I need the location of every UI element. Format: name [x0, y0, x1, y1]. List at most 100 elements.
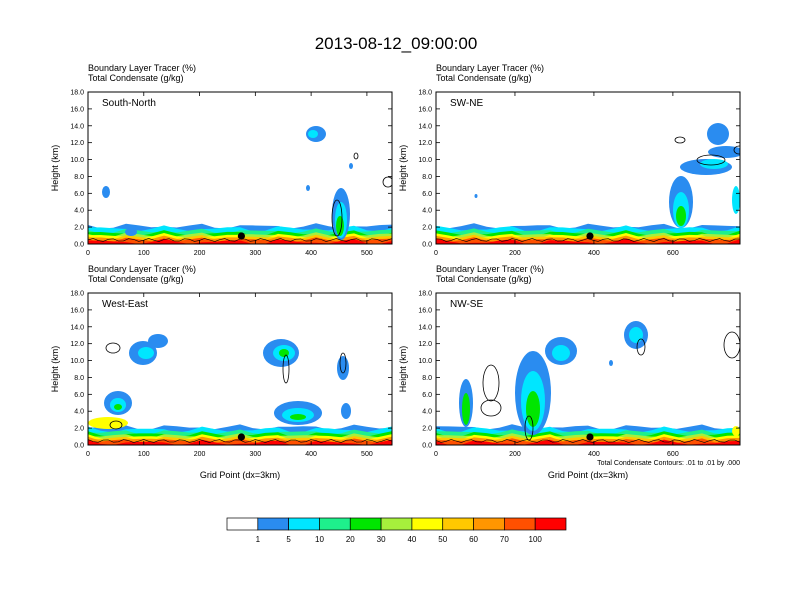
y-tick-label: 16.0 — [70, 106, 84, 113]
condensate-contour — [105, 342, 121, 354]
y-tick-label: 0.0 — [422, 242, 432, 249]
y-tick-label: 14.0 — [418, 123, 432, 130]
x-tick-label: 100 — [138, 250, 150, 257]
panel-west-east: 0.0 2.0 4.0 6.0 8.0 10.0 12.0 14.0 16.0 18.0 0 100 2… — [50, 264, 393, 480]
tracer-cell — [708, 146, 740, 158]
panel-title-line2: Total Condensate (g/kg) — [88, 274, 184, 284]
y-tick-label: 12.0 — [70, 341, 84, 348]
x-axis-label: Grid Point (dx=3km) — [548, 470, 628, 480]
colorbar-box — [257, 517, 289, 531]
colorbar-box — [319, 517, 351, 531]
y-tick-label: 10.0 — [418, 157, 432, 164]
panel-south-north: 0.0 2.0 4.0 6.0 8.0 10.0 12.0 14.0 16.0 18.0 0 100 2… — [50, 63, 393, 257]
panel-frame — [435, 91, 741, 245]
y-tick-label: 10.0 — [70, 358, 84, 365]
y-tick-label: 4.0 — [422, 409, 432, 416]
y-tick-label: 0.0 — [422, 443, 432, 450]
x-tick-label: 0 — [86, 451, 90, 458]
x-tick-label: 300 — [249, 451, 261, 458]
colorbar-box — [226, 517, 259, 531]
x-tick-label: 300 — [249, 250, 261, 257]
panel-title-line2: Total Condensate (g/kg) — [436, 274, 532, 284]
tracer-cell — [308, 130, 318, 138]
y-tick-label: 8.0 — [74, 375, 84, 382]
colorbar-label: 30 — [377, 535, 386, 544]
condensate-contour — [723, 331, 740, 359]
bl-band — [436, 439, 740, 445]
colorbar-label: 1 — [256, 535, 261, 544]
y-tick-label: 14.0 — [418, 324, 432, 331]
tracer-cell — [700, 159, 728, 169]
x-tick-label: 400 — [588, 250, 600, 257]
colorbar-label: 10 — [315, 535, 324, 544]
y-tick-label: 0.0 — [74, 242, 84, 249]
y-tick-label: 2.0 — [422, 225, 432, 232]
panel-title-line1: Boundary Layer Tracer (%) — [436, 63, 544, 73]
tracer-cell — [474, 194, 478, 198]
panel-field — [88, 126, 392, 244]
y-tick-label: 14.0 — [70, 324, 84, 331]
x-tick-label: 400 — [588, 451, 600, 458]
x-tick-label: 600 — [667, 250, 679, 257]
condensate-contour — [109, 420, 123, 430]
y-tick-label: 0.0 — [74, 443, 84, 450]
colorbar-label: 5 — [286, 535, 291, 544]
tracer-cell — [337, 356, 349, 380]
colorbar-box — [349, 517, 382, 531]
y-tick-label: 16.0 — [418, 307, 432, 314]
x-tick-label: 200 — [194, 451, 206, 458]
y-tick-label: 8.0 — [422, 375, 432, 382]
tracer-cell — [526, 391, 540, 427]
x-tick-label: 0 — [434, 250, 438, 257]
colorbar-label: 20 — [346, 535, 355, 544]
panel-field — [436, 321, 740, 445]
x-tick-label: 400 — [305, 451, 317, 458]
contour-note: Total Condensate Contours: .01 to .01 by… — [597, 460, 740, 467]
y-tick-label: 14.0 — [70, 123, 84, 130]
colorbar-box — [473, 517, 505, 531]
y-tick-label: 12.0 — [418, 341, 432, 348]
y-tick-label: 18.0 — [418, 291, 432, 298]
y-tick-label: 8.0 — [422, 174, 432, 181]
condensate-contour — [282, 354, 290, 384]
colorbar-box — [411, 517, 444, 531]
y-tick-label: 16.0 — [418, 106, 432, 113]
y-tick-label: 10.0 — [418, 358, 432, 365]
main-title: 2013-08-12_09:00:00 — [315, 34, 478, 53]
colorbar-label: 40 — [407, 535, 416, 544]
tracer-cell — [552, 345, 570, 361]
y-tick-label: 2.0 — [74, 225, 84, 232]
x-axis-label: Grid Point (dx=3km) — [200, 470, 280, 480]
panel-nw-se: 0.0 2.0 4.0 6.0 8.0 10.0 12.0 14.0 16.0 18.0 0 200 4… — [398, 264, 741, 480]
tracer-cell — [462, 393, 470, 425]
x-tick-label: 200 — [194, 250, 206, 257]
surface-contour — [436, 439, 740, 443]
y-tick-label: 6.0 — [422, 392, 432, 399]
x-tick-label: 100 — [138, 451, 150, 458]
colorbar-label: 70 — [500, 535, 509, 544]
location-marker — [586, 433, 594, 441]
section-label: West-East — [102, 299, 148, 310]
colorbar-box — [380, 517, 413, 531]
colorbar-box — [288, 517, 320, 531]
y-tick-label: 6.0 — [74, 392, 84, 399]
y-tick-label: 2.0 — [422, 426, 432, 433]
y-tick-label: 12.0 — [70, 140, 84, 147]
tracer-cell — [114, 404, 122, 410]
tracer-cell — [732, 426, 740, 436]
condensate-contour — [482, 364, 500, 402]
colorbar-box — [504, 517, 536, 531]
location-marker — [586, 232, 594, 240]
panel-frame — [87, 292, 393, 446]
panel-title-line2: Total Condensate (g/kg) — [88, 73, 184, 83]
tracer-cell — [609, 360, 613, 366]
panel-field — [88, 334, 392, 445]
bl-band — [436, 238, 740, 244]
y-axis-label: Height (km) — [398, 145, 408, 192]
condensate-contour — [636, 338, 646, 356]
x-tick-label: 500 — [361, 250, 373, 257]
tracer-cell — [148, 334, 168, 348]
y-axis-label: Height (km) — [50, 346, 60, 393]
condensate-contour — [696, 154, 726, 166]
tracer-cell — [732, 186, 740, 214]
